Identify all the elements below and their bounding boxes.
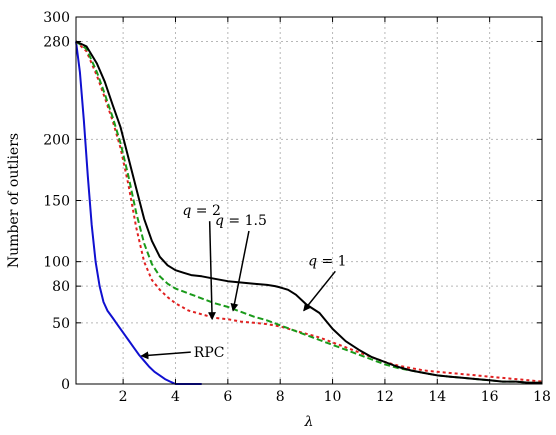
x-tick-label: 18 <box>533 389 551 405</box>
annotation-label: q = 1.5 <box>215 213 267 229</box>
annotation-arrow <box>230 230 250 312</box>
series-line-q-2 <box>75 40 543 383</box>
y-tick-label: 100 <box>43 255 70 271</box>
annotations: q = 1 q = 1.5q = 2 RPC <box>140 203 347 361</box>
y-tick-label: 50 <box>52 316 70 332</box>
y-tick-label: 280 <box>43 34 70 50</box>
x-tick-label: 2 <box>119 389 128 405</box>
y-tick-label: 300 <box>43 10 70 26</box>
ticks: 2 4 6 8 10 12 14 16 18 0 50 80 100 150 200 280 300 <box>43 10 551 405</box>
y-tick-label: 150 <box>43 194 70 210</box>
series-line-q-1-5 <box>75 40 542 384</box>
annotation-label: RPC <box>194 345 225 361</box>
x-tick-label: 10 <box>324 389 342 405</box>
x-tick-label: 16 <box>481 389 499 405</box>
x-tick-label: 12 <box>376 389 394 405</box>
x-tick-label: 8 <box>276 389 285 405</box>
x-tick-label: 6 <box>223 389 232 405</box>
annotation-arrow <box>207 221 216 321</box>
y-axis-label: Number of outliers <box>6 133 22 268</box>
grid <box>76 16 543 385</box>
annotation-arrow <box>303 270 336 312</box>
x-tick-label: 4 <box>171 389 180 405</box>
series-layer <box>75 40 543 385</box>
y-tick-label: 0 <box>61 377 70 393</box>
series-line-q-1 <box>75 40 542 384</box>
annotation-label: q = 2 <box>182 203 221 219</box>
series-line-rpc <box>75 41 202 385</box>
y-tick-label: 200 <box>43 132 70 148</box>
annotation-label: q = 1 <box>308 253 347 269</box>
x-axis-label: λ <box>304 414 314 430</box>
annotation-arrow <box>140 351 191 360</box>
y-tick-label: 80 <box>52 279 70 295</box>
x-tick-label: 14 <box>428 389 446 405</box>
